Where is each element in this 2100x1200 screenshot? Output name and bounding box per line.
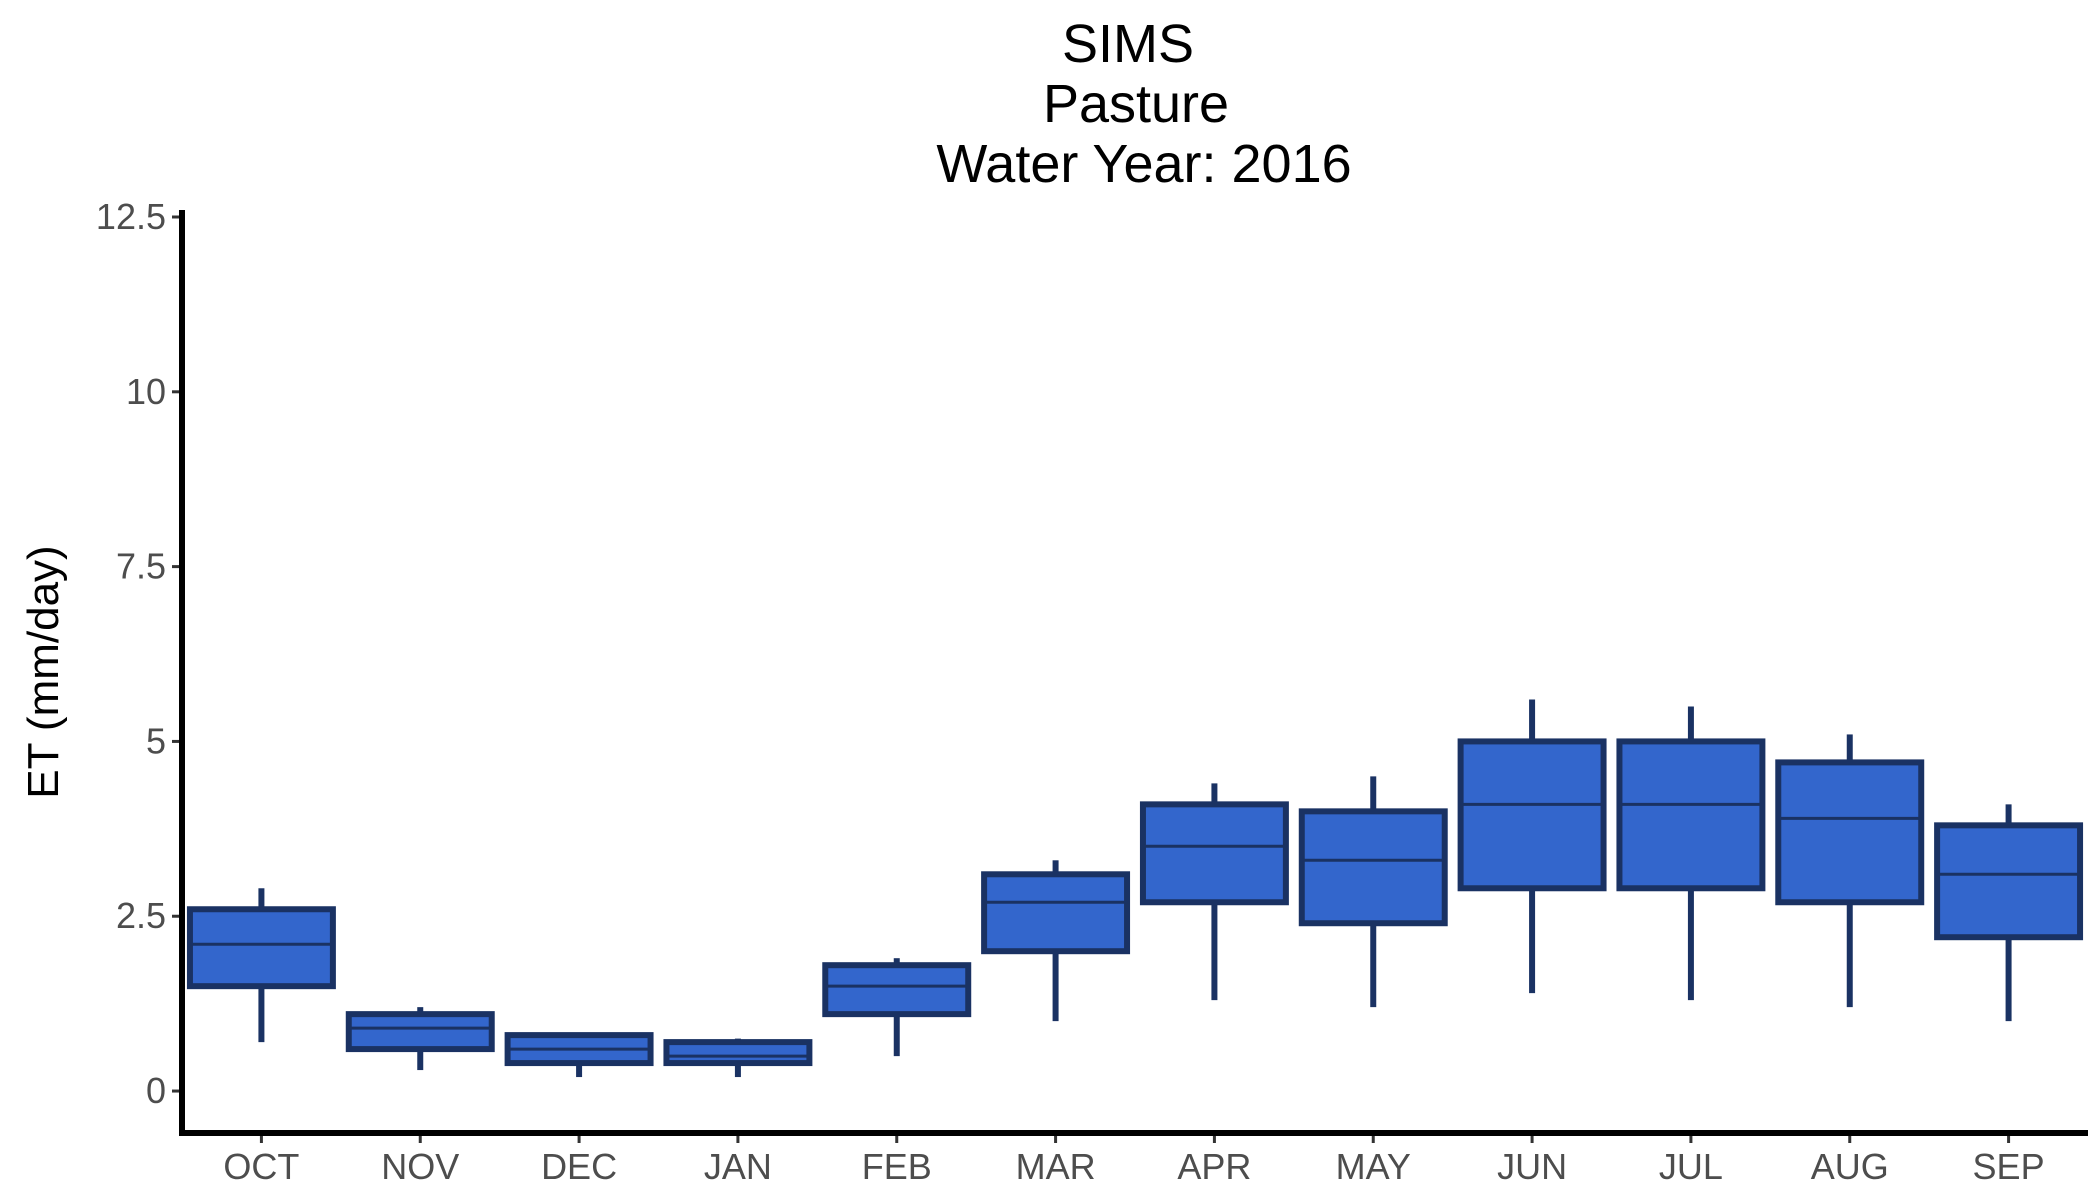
box-apr (1139, 783, 1289, 1001)
title-line-1: SIMS (1062, 14, 1194, 74)
box-body-nov (345, 1011, 495, 1053)
box-nov (345, 1007, 495, 1071)
x-tick-label: AUG (1811, 1146, 1889, 1187)
box-body-apr (1139, 801, 1289, 906)
box-body-sep (1934, 822, 2084, 941)
x-tick-label: JUN (1497, 1146, 1567, 1187)
chart-title: SIMS Pasture Water Year: 2016 (936, 14, 1351, 194)
y-tick-label: 5 (146, 720, 166, 761)
box-jun (1457, 699, 1607, 994)
box-body-jun (1457, 738, 1607, 892)
box-sep (1934, 804, 2084, 1022)
box-aug (1775, 734, 1925, 1008)
box-feb (822, 958, 972, 1057)
y-tick-label: 0 (146, 1070, 166, 1111)
box-body-may (1298, 808, 1448, 927)
title-line-3: Water Year: 2016 (936, 134, 1351, 194)
title-line-2: Pasture (1043, 74, 1229, 134)
y-tick-label: 10 (126, 371, 166, 412)
box-body-jul (1616, 738, 1766, 892)
box-jul (1616, 706, 1766, 1001)
box-jan (663, 1038, 813, 1078)
y-axis-label: ET (mm/day) (19, 545, 68, 798)
x-tick-label: NOV (381, 1146, 459, 1187)
x-tick-label: MAR (1016, 1146, 1096, 1187)
box-body-mar (981, 871, 1131, 955)
box-body-aug (1775, 759, 1925, 906)
x-tick-label: APR (1177, 1146, 1251, 1187)
x-axis-ticks: OCT NOV DEC JAN FEB MAR APR MAY JUN JUL AUG SEP (223, 1133, 2045, 1187)
box-may (1298, 776, 1448, 1008)
y-axis-ticks: 0 2.5 5 7.5 10 12.5 (96, 196, 182, 1111)
box-mar (981, 860, 1131, 1022)
x-tick-label: JAN (704, 1146, 772, 1187)
plot-area (186, 699, 2084, 1078)
axes (179, 210, 2088, 1136)
box-body-feb (822, 962, 972, 1018)
x-tick-label: JUL (1659, 1146, 1723, 1187)
y-tick-label: 2.5 (116, 895, 166, 936)
box-body-jan (663, 1039, 813, 1067)
x-tick-label: MAY (1336, 1146, 1411, 1187)
box-dec (504, 1032, 654, 1078)
x-tick-label: SEP (1973, 1146, 2045, 1187)
box-body-oct (186, 906, 336, 990)
y-tick-label: 12.5 (96, 196, 166, 237)
x-tick-label: FEB (862, 1146, 932, 1187)
x-tick-label: OCT (223, 1146, 299, 1187)
box-oct (186, 888, 336, 1043)
y-tick-label: 7.5 (116, 546, 166, 587)
x-tick-label: DEC (541, 1146, 617, 1187)
